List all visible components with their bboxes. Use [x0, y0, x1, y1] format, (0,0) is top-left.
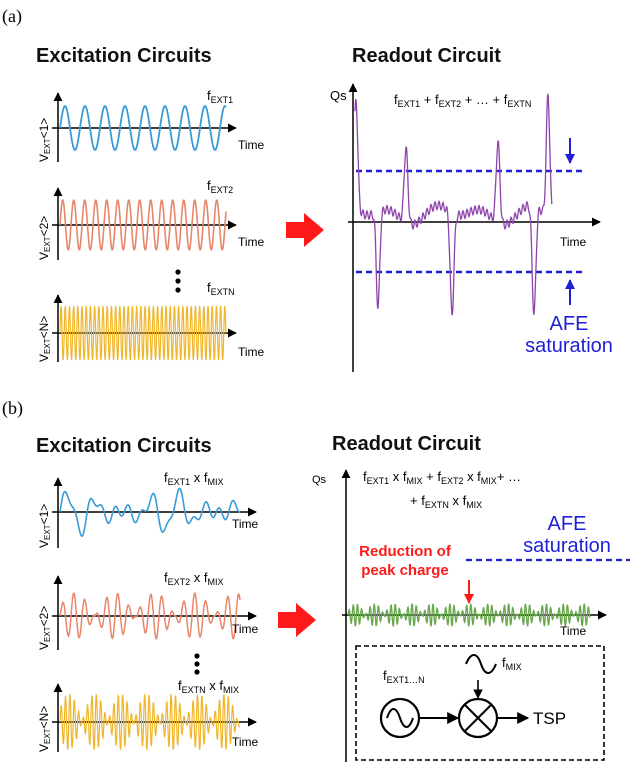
mixed-wave-1	[59, 487, 241, 537]
freq-label-2: fEXT2	[207, 178, 233, 195]
mixed-wave-2	[59, 592, 241, 640]
panel-b-wave-1: fEXT1 x fMIX Time VEXT<1>	[37, 470, 259, 548]
readout-wave-a	[354, 93, 553, 316]
excitation-wave-1	[59, 104, 227, 152]
b-time-label-1: Time	[232, 517, 259, 531]
reduction-label-line1: Reduction of	[359, 543, 452, 560]
excitation-wave-n	[59, 305, 227, 361]
qs-label-b: Qs	[312, 474, 327, 486]
b-time-label-2: Time	[232, 622, 259, 636]
freq-label-n: fEXTN	[207, 280, 235, 297]
panel-b-wave-n: fEXTN x fMIX Time VEXT<N>	[37, 678, 259, 752]
time-label-1: Time	[238, 138, 265, 152]
panel-b-readout-plot: Qs Time fEXT1 x fMIX + fEXT2 x fMIX+ … +…	[312, 469, 630, 762]
ext-source-label: fEXT1…N	[383, 668, 425, 685]
mixed-freq-label-n: fEXTN x fMIX	[178, 678, 239, 695]
panel-a-label: (a)	[2, 6, 22, 27]
sum-label-b-line1: fEXT1 x fMIX + fEXT2 x fMIX+ …	[363, 469, 521, 486]
ellipsis-dots-a	[175, 269, 181, 293]
ellipsis-dots-b	[194, 653, 200, 675]
panel-b-excitation-title: Excitation Circuits	[36, 435, 212, 457]
mixed-freq-label-1: fEXT1 x fMIX	[164, 470, 224, 487]
mixed-freq-label-2: fEXT2 x fMIX	[164, 570, 224, 587]
qs-label-a: Qs	[330, 88, 347, 103]
afe-label-line1-b: AFE	[548, 513, 587, 535]
panel-a-wave-1: fEXT1 Time VEXT<1>	[37, 88, 265, 162]
dashed-block-border	[355, 645, 605, 761]
afe-label-line2-a: saturation	[525, 335, 613, 357]
b-time-label-n: Time	[232, 735, 259, 749]
y-label-n: VEXT<N>	[37, 316, 52, 362]
mixed-wave-n	[59, 692, 240, 750]
time-label-n: Time	[238, 345, 265, 359]
panel-b-readout-title: Readout Circuit	[332, 433, 481, 455]
mix-sine-icon	[465, 654, 497, 674]
b-y-label-n: VEXT<N>	[37, 706, 52, 752]
reduction-label-line2: peak charge	[361, 562, 449, 579]
panel-a-wave-2: fEXT2 Time VEXT<2>	[37, 178, 265, 260]
panel-a-wave-n: fEXTN Time VEXT<N>	[37, 280, 265, 362]
afe-label-line2-b: saturation	[523, 535, 611, 557]
red-arrow-b	[278, 603, 316, 637]
mix-source-label: fMIX	[502, 655, 522, 672]
panel-a-excitation-title: Excitation Circuits	[36, 45, 212, 67]
panel-b-wave-2: fEXT2 x fMIX Time VEXT<2>	[37, 570, 259, 650]
afe-label-line1-a: AFE	[550, 313, 589, 335]
excitation-wave-2	[59, 199, 227, 251]
panel-a-readout-plot: Qs Time fEXT1 + fEXT2 + … + fEXTN AFE sa…	[330, 83, 613, 372]
freq-label-1: fEXT1	[207, 88, 233, 105]
y-label-2: VEXT<2>	[37, 216, 52, 260]
tsp-label: TSP	[533, 709, 566, 728]
panel-b-label: (b)	[2, 398, 23, 419]
tsp-block-diagram: fEXT1…N fMIX TSP	[355, 645, 605, 761]
red-arrow-a	[286, 213, 324, 247]
time-label-2: Time	[238, 235, 265, 249]
b-y-label-1: VEXT<1>	[37, 504, 52, 548]
y-label-1: VEXT<1>	[37, 118, 52, 162]
readout-time-label-b: Time	[560, 624, 587, 638]
sum-label-b-line2: + fEXTN x fMIX	[410, 493, 482, 510]
readout-wave-b	[347, 603, 591, 627]
readout-time-label-a: Time	[560, 235, 587, 249]
oscillator-sine-icon	[386, 708, 414, 728]
panel-a-readout-title: Readout Circuit	[352, 45, 501, 67]
sum-label-a: fEXT1 + fEXT2 + … + fEXTN	[394, 92, 531, 109]
b-y-label-2: VEXT<2>	[37, 606, 52, 650]
